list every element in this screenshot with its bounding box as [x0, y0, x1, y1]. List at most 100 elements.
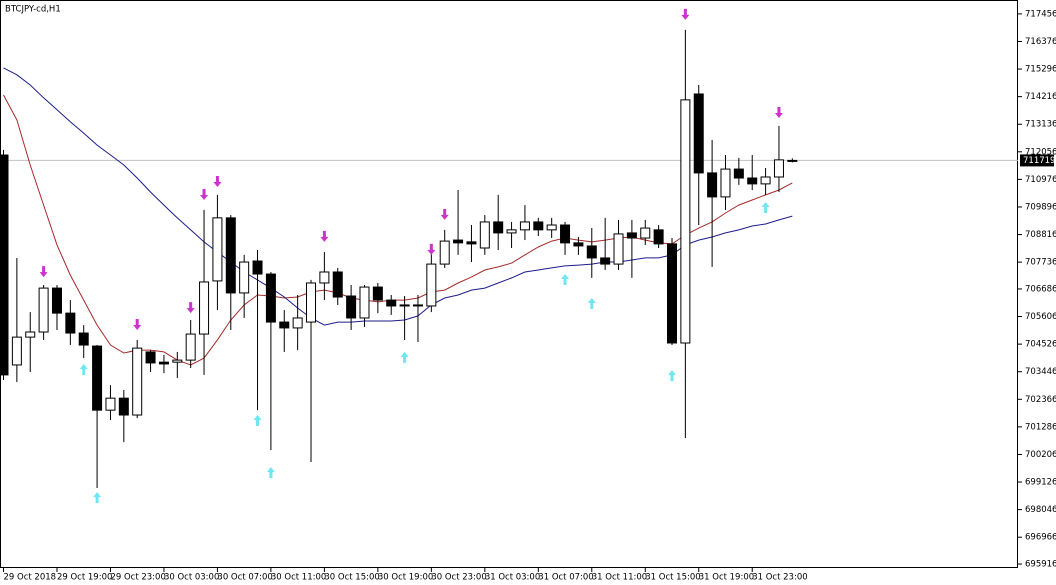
candle-body	[466, 241, 477, 245]
candle-body	[680, 99, 691, 344]
candle-body	[733, 168, 744, 179]
x-tick-label: 31 Oct 07:00	[538, 573, 593, 583]
y-tick-label: 700206	[1025, 450, 1056, 460]
candle-body	[506, 229, 517, 234]
candle-body	[372, 286, 383, 301]
x-tick-label: 29 Oct 2018	[4, 573, 57, 583]
candle-body	[693, 93, 704, 174]
y-tick-label: 695916	[1025, 560, 1056, 570]
y-tick-label: 703446	[1025, 367, 1056, 377]
candle-body	[92, 345, 103, 411]
candle-body	[346, 295, 357, 319]
x-tick-label: 29 Oct 23:00	[110, 573, 165, 583]
candle-body	[65, 312, 76, 334]
candle-body	[453, 239, 464, 244]
candle-body	[426, 263, 437, 307]
signal-arrow	[213, 175, 222, 187]
y-tick-label: 702366	[1025, 395, 1056, 405]
candle-body	[118, 397, 129, 416]
candle-body	[787, 159, 798, 162]
candle-body	[25, 331, 36, 338]
y-tick-label: 716376	[1025, 37, 1056, 47]
candle-body	[38, 287, 49, 333]
x-tick-label: 31 Oct 03:00	[485, 573, 540, 583]
candle-body	[760, 176, 771, 185]
signal-arrow	[681, 8, 690, 20]
x-tick-label: 30 Oct 19:00	[378, 573, 433, 583]
signal-arrow	[79, 363, 88, 375]
candle-body	[560, 224, 571, 244]
candle-body	[292, 317, 303, 329]
x-tick-label: 30 Oct 15:00	[324, 573, 379, 583]
candle-body	[212, 217, 223, 282]
y-tick-label: 701286	[1025, 422, 1056, 432]
candle-body	[439, 240, 450, 265]
signal-arrow	[320, 230, 329, 242]
signal-arrow	[587, 298, 596, 310]
signal-arrow	[440, 208, 449, 220]
candle-body	[613, 233, 624, 265]
candle-body	[640, 227, 651, 239]
x-tick-label: 31 Oct 11:00	[592, 573, 647, 583]
signal-arrow	[266, 467, 275, 479]
y-tick-label: 707736	[1025, 258, 1056, 268]
candle-body	[533, 221, 544, 231]
candle-body	[332, 271, 343, 298]
candle-body	[239, 261, 250, 294]
candle-body	[600, 257, 611, 265]
candle-body	[252, 260, 263, 275]
candle-body	[546, 224, 557, 231]
y-tick-label: 717456	[1025, 9, 1056, 19]
x-tick-label: 30 Oct 23:00	[431, 573, 486, 583]
current-price-label: 711719	[1023, 156, 1055, 166]
x-tick-label: 30 Oct 11:00	[271, 573, 326, 583]
candle-body	[667, 243, 677, 344]
x-tick-label: 31 Oct 23:00	[752, 573, 807, 583]
candle-body	[11, 336, 22, 366]
signal-arrow	[400, 351, 409, 363]
candle-body	[265, 273, 276, 323]
candle-body	[279, 321, 290, 329]
y-tick-label: 706686	[1025, 284, 1056, 294]
moving-average	[3, 67, 793, 326]
signal-arrow	[133, 318, 142, 330]
candle-body	[78, 332, 89, 346]
y-tick-label: 712056	[1025, 147, 1056, 157]
signal-arrow	[761, 202, 770, 214]
y-tick-label: 714216	[1025, 92, 1056, 102]
candle-body	[412, 304, 423, 307]
candle-body	[626, 232, 637, 239]
signal-arrow	[186, 302, 195, 314]
y-tick-label: 708816	[1025, 230, 1056, 240]
candle-body	[773, 159, 784, 178]
plot-frame	[0, 0, 1018, 568]
signal-arrow	[200, 188, 209, 200]
signal-arrow	[774, 106, 783, 118]
candle-body	[319, 271, 330, 284]
candle-body	[145, 351, 156, 364]
y-tick-label: 710976	[1025, 175, 1056, 185]
candle-body	[653, 229, 664, 245]
signal-arrow	[668, 370, 676, 382]
signal-arrow	[253, 415, 262, 427]
y-tick-label: 715296	[1025, 65, 1056, 75]
candle-body	[707, 172, 718, 198]
y-tick-label: 704526	[1025, 340, 1056, 350]
candle-body	[306, 282, 317, 323]
y-tick-label: 705606	[1025, 312, 1056, 322]
x-tick-label: 31 Oct 19:00	[699, 573, 754, 583]
signal-arrow	[427, 243, 436, 255]
x-tick-label: 30 Oct 03:00	[164, 573, 219, 583]
signal-arrow	[39, 266, 48, 278]
candle-body	[573, 242, 584, 247]
x-tick-label: 29 Oct 19:00	[57, 573, 112, 583]
candle-body	[359, 286, 370, 319]
candle-body	[172, 359, 183, 363]
candle-body	[185, 333, 196, 361]
candle-body	[0, 154, 9, 376]
candle-body	[386, 299, 397, 307]
candle-body	[519, 221, 530, 231]
candle-body	[158, 361, 169, 365]
